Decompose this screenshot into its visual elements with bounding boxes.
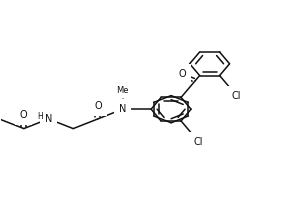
Text: O: O [20, 110, 28, 120]
Text: N: N [45, 114, 52, 124]
Text: H: H [37, 112, 43, 121]
Text: N: N [119, 104, 126, 114]
Text: Me: Me [116, 86, 129, 95]
Text: Cl: Cl [232, 91, 241, 101]
Text: O: O [178, 69, 186, 79]
Text: O: O [94, 101, 102, 111]
Text: Cl: Cl [193, 137, 203, 147]
